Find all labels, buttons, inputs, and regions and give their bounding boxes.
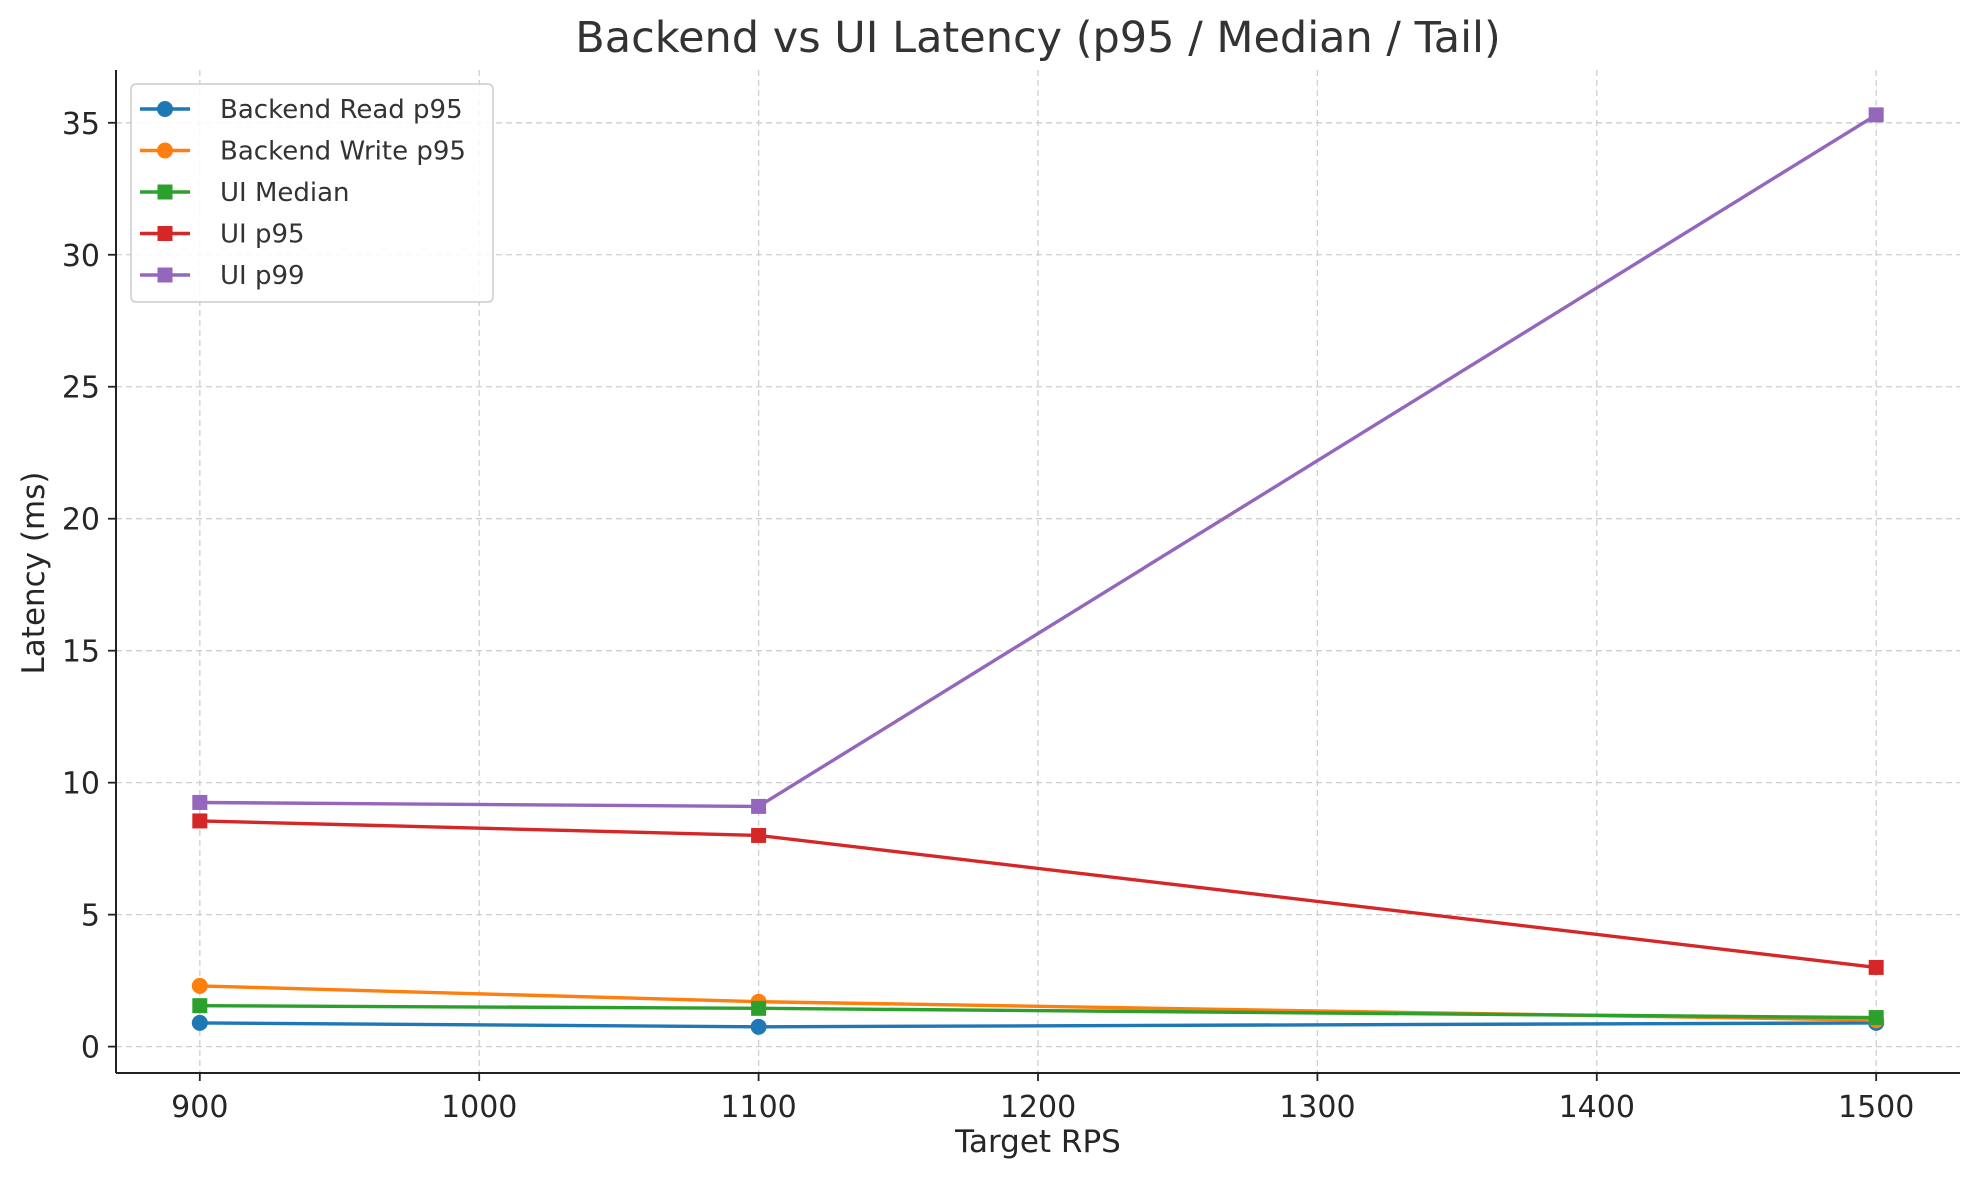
- data-point: [192, 813, 208, 829]
- legend-label: UI Median: [220, 178, 350, 208]
- y-tick-label: 15: [62, 635, 100, 670]
- legend-swatch-marker: [157, 142, 173, 159]
- data-point: [191, 977, 208, 994]
- data-point: [192, 794, 208, 810]
- data-point: [1868, 1010, 1884, 1026]
- y-tick-label: 0: [81, 1031, 100, 1066]
- x-tick-label: 900: [171, 1090, 228, 1125]
- x-tick-label: 1500: [1838, 1090, 1914, 1125]
- series-2: [192, 998, 1884, 1026]
- legend-item: UI p95: [140, 220, 305, 250]
- legend-item: Backend Read p95: [140, 95, 463, 125]
- legend-label: Backend Read p95: [220, 95, 463, 125]
- legend-label: UI p99: [220, 261, 305, 291]
- series-lines: [191, 107, 1885, 1035]
- legend-swatch-marker: [157, 101, 173, 117]
- data-point: [1868, 107, 1884, 123]
- legend-item: UI p99: [140, 261, 305, 291]
- y-tick-label: 10: [62, 767, 100, 802]
- series-4: [192, 107, 1884, 814]
- legend-swatch-marker: [157, 184, 173, 200]
- x-tick-label: 1000: [441, 1090, 517, 1125]
- legend-item: Backend Write p95: [140, 137, 466, 167]
- legend-box: [130, 83, 494, 303]
- data-point: [751, 1000, 767, 1016]
- x-tick-label: 1200: [1000, 1090, 1076, 1125]
- data-point: [751, 798, 767, 814]
- data-point: [192, 998, 208, 1014]
- legend-label: UI p95: [220, 220, 305, 250]
- y-tick-label: 20: [62, 503, 100, 538]
- grid: [116, 70, 1960, 1073]
- x-axis-label: Target RPS: [954, 1124, 1121, 1160]
- y-tick-label: 30: [62, 239, 100, 274]
- data-point: [1868, 959, 1884, 975]
- legend-swatch-marker: [157, 267, 173, 283]
- data-point: [751, 827, 767, 843]
- y-tick-label: 35: [62, 107, 100, 142]
- legend-label: Backend Write p95: [220, 137, 466, 167]
- x-tick-label: 1100: [720, 1090, 796, 1125]
- legend-swatch-marker: [157, 226, 173, 241]
- data-point: [750, 1018, 767, 1035]
- x-tick-label: 1400: [1559, 1090, 1635, 1125]
- chart-title: Backend vs UI Latency (p95 / Median / Ta…: [575, 13, 1501, 63]
- y-tick-label: 25: [62, 371, 100, 406]
- x-tick-label: 1300: [1279, 1090, 1355, 1125]
- series-3: [192, 813, 1884, 975]
- y-axis-label: Latency (ms): [16, 472, 52, 675]
- legend-item: UI Median: [140, 178, 350, 208]
- legend: Backend Read p95 Backend Write p95 UI Medi…: [130, 83, 494, 303]
- y-tick-label: 5: [81, 899, 100, 934]
- axes: 900 1000 1100 1200 1300 1400 1500 0 5 10 15 20 25 30 3…: [62, 70, 1960, 1125]
- data-point: [191, 1014, 208, 1031]
